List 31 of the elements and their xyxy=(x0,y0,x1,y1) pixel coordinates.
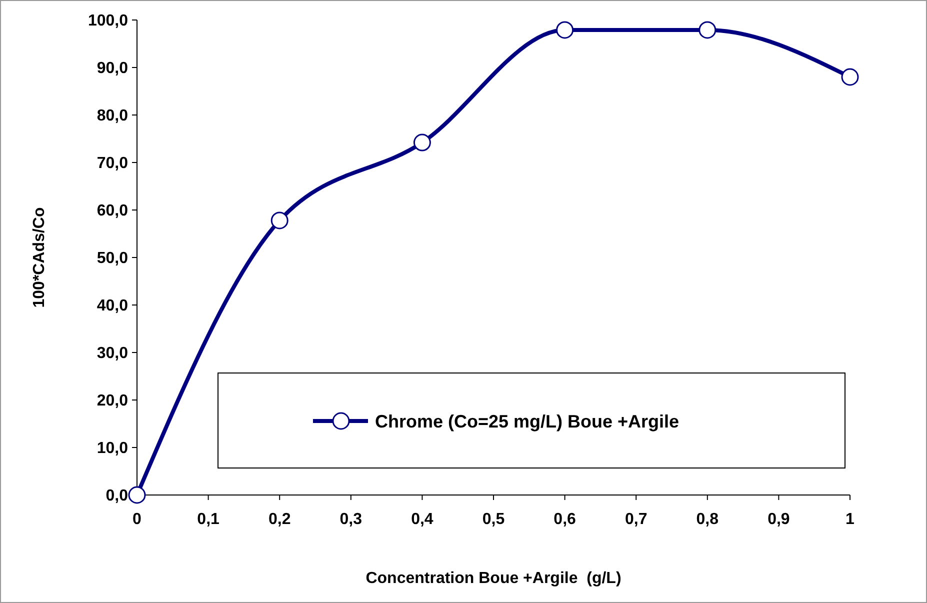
x-tick-label: 0,9 xyxy=(768,511,790,528)
point xyxy=(270,212,288,230)
point xyxy=(128,486,146,504)
x-tick-label: 0,4 xyxy=(411,511,434,528)
x-tick-label: 0,3 xyxy=(340,511,362,528)
y-tick-label: 70,0 xyxy=(96,155,128,172)
point xyxy=(698,21,716,39)
y-tick-label: 0,0 xyxy=(106,488,128,505)
x-tick-label: 0 xyxy=(132,511,142,528)
x-tick-label: 0,6 xyxy=(554,511,576,528)
y-tick-label: 100,0 xyxy=(88,12,128,30)
y-tick-label: 10,0 xyxy=(96,440,128,458)
x-tick-label: 0,8 xyxy=(696,511,719,528)
point xyxy=(841,68,859,86)
x-tick-label: 1 xyxy=(846,511,855,528)
x-tick-label: 0,7 xyxy=(624,511,648,528)
y-tick-label: 30,0 xyxy=(96,345,128,362)
y-tick-label: 80,0 xyxy=(96,108,128,125)
point xyxy=(556,21,574,39)
x-tick-label: 0,1 xyxy=(197,511,220,528)
y-axis-title: 100*CAds/Co xyxy=(31,207,48,308)
y-tick-label: 90,0 xyxy=(96,60,128,78)
y-tick-label: 50,0 xyxy=(96,250,128,268)
legend-label: Chrome (Co=25 mg/L) Boue +Argile xyxy=(375,411,680,432)
y-tick-label: 60,0 xyxy=(96,202,128,220)
y-tick-label: 40,0 xyxy=(96,298,128,315)
x-tick-label: 0,5 xyxy=(482,511,505,528)
x-tick-label: 0,2 xyxy=(268,511,291,528)
y-tick-label: 20,0 xyxy=(96,392,128,410)
x-axis-title: Concentration Boue +Argile (g/L) xyxy=(366,570,622,587)
point xyxy=(413,134,431,152)
